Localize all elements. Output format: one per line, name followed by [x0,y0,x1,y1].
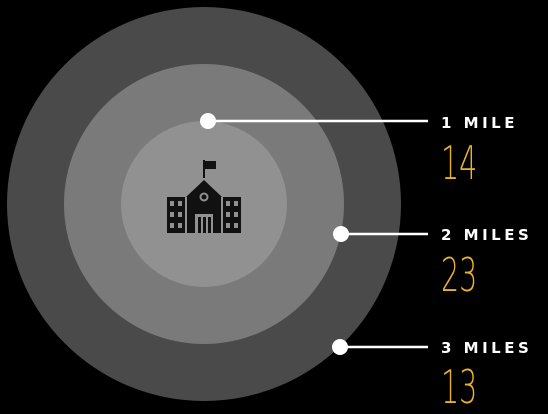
school-building-icon [167,160,241,233]
ring-label-1-mile: 1 MILE [441,114,518,132]
radius-diagram [7,7,428,401]
ring-label-3-miles: 3 MILES [441,339,533,357]
ring-count-2-miles: 23 [441,248,478,302]
ring-count-3-miles: 13 [441,360,478,414]
marker-2-mile [333,226,349,242]
marker-3-mile [332,339,348,355]
ring-label-2-miles: 2 MILES [441,226,533,244]
marker-1-mile [200,113,216,129]
ring-count-1-mile: 14 [441,136,478,190]
